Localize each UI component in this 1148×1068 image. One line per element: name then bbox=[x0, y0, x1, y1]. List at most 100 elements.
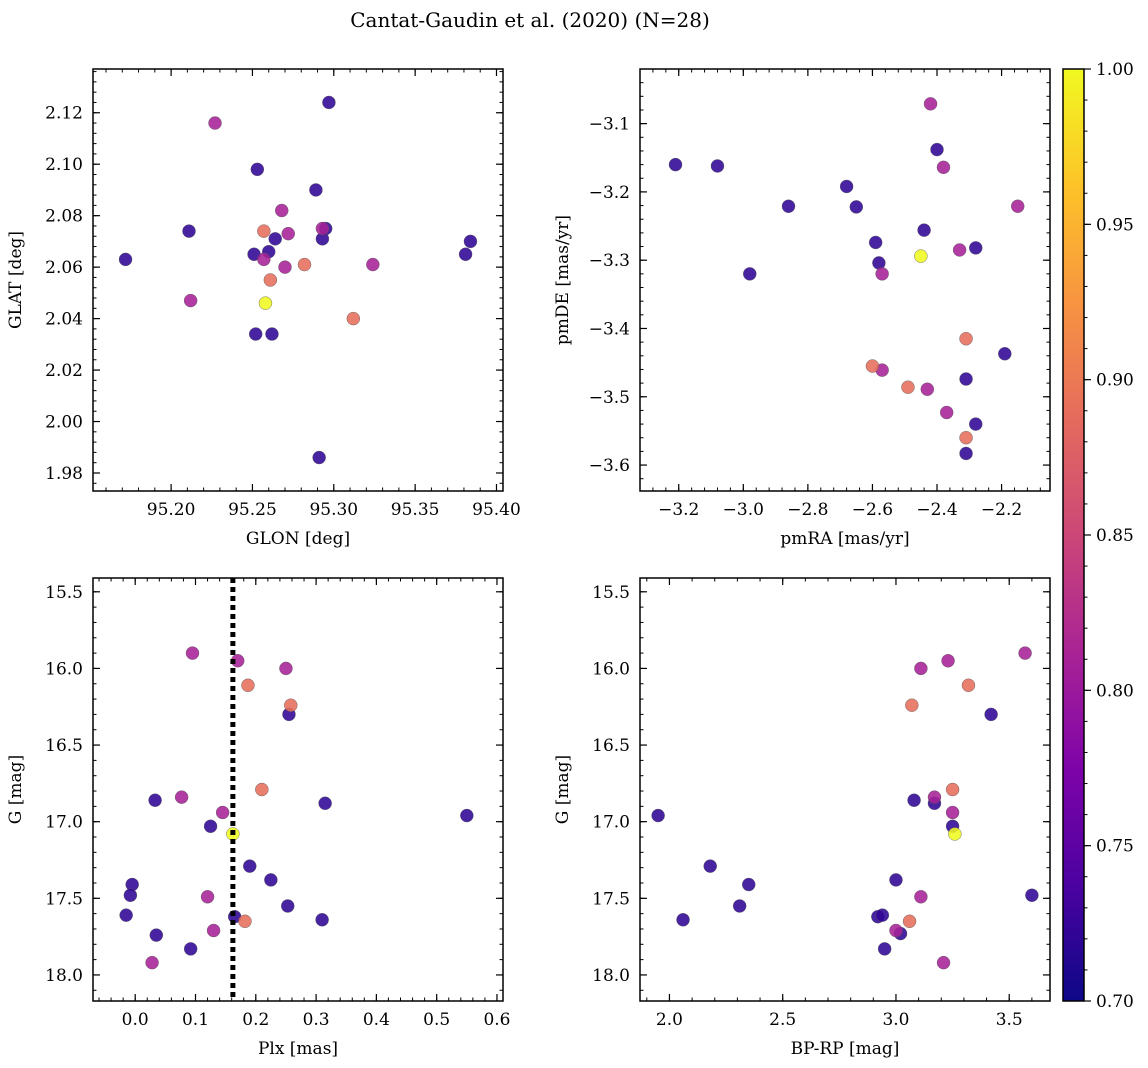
data-point bbox=[243, 859, 257, 873]
y-tick-label: 2.04 bbox=[45, 310, 83, 330]
data-point bbox=[281, 226, 295, 241]
data-point bbox=[200, 890, 215, 904]
data-point bbox=[206, 923, 221, 938]
x-axis-label: BP-RP [mag] bbox=[791, 1039, 900, 1059]
data-point bbox=[945, 805, 960, 820]
x-axis-label: GLON [deg] bbox=[246, 529, 350, 549]
x-tick-label: −2.4 bbox=[916, 500, 957, 520]
data-point bbox=[889, 873, 903, 887]
panel-plx-g: 0.0 0.1 0.2 0.3 0.4 0.5 0.6 15.5 16.0 16.5 17.0 17.… bbox=[6, 577, 510, 1059]
data-point bbox=[984, 707, 998, 722]
y-tick-label: 2.12 bbox=[45, 104, 83, 124]
y-axis-label: GLAT [deg] bbox=[6, 231, 26, 329]
data-point bbox=[183, 942, 198, 956]
data-point bbox=[215, 805, 230, 820]
data-point bbox=[952, 243, 967, 257]
data-point bbox=[284, 698, 298, 712]
data-point bbox=[278, 260, 292, 274]
x-tick-label: 0.1 bbox=[182, 1010, 209, 1030]
data-point bbox=[676, 913, 690, 927]
data-point bbox=[275, 203, 289, 218]
data-point bbox=[257, 252, 271, 267]
x-tick-label: 3.5 bbox=[996, 1010, 1023, 1030]
data-point bbox=[263, 273, 278, 287]
x-tick-label: 95.35 bbox=[391, 500, 440, 520]
colorbar-tick-label: 0.75 bbox=[1096, 837, 1134, 857]
data-point bbox=[961, 678, 976, 692]
y-axis-label: pmDE [mas/yr] bbox=[553, 215, 573, 345]
axes-frame bbox=[92, 68, 504, 492]
data-point bbox=[315, 221, 330, 236]
colorbar-tick-label: 0.90 bbox=[1096, 371, 1134, 391]
x-axis-label: Plx [mas] bbox=[258, 1039, 338, 1059]
x-tick-label: 0.5 bbox=[423, 1010, 450, 1030]
data-point bbox=[941, 654, 955, 668]
data-point bbox=[257, 224, 271, 238]
data-point bbox=[123, 888, 138, 902]
data-point bbox=[315, 913, 329, 927]
data-point bbox=[927, 790, 942, 804]
y-tick-label: −3.5 bbox=[589, 388, 630, 408]
data-point bbox=[732, 899, 747, 913]
data-point bbox=[998, 347, 1012, 361]
x-axis-label: pmRA [mas/yr] bbox=[780, 529, 909, 549]
y-tick-label: 2.00 bbox=[45, 413, 83, 433]
data-point bbox=[119, 908, 133, 922]
y-axis-label: G [mag] bbox=[6, 755, 26, 824]
data-point bbox=[914, 661, 928, 676]
data-point bbox=[183, 293, 198, 308]
data-point bbox=[917, 223, 931, 237]
data-point bbox=[182, 224, 196, 238]
colorbar-tick-label: 1.00 bbox=[1096, 60, 1134, 80]
y-tick-label: −3.4 bbox=[589, 319, 630, 339]
y-tick-label: 17.0 bbox=[592, 813, 630, 833]
y-tick-label: 16.5 bbox=[45, 736, 83, 756]
y-tick-label: −3.2 bbox=[589, 183, 630, 203]
data-point bbox=[463, 234, 478, 249]
x-tick-label: 0.4 bbox=[363, 1010, 390, 1030]
data-point bbox=[905, 698, 919, 712]
data-point bbox=[148, 793, 162, 807]
data-point bbox=[281, 899, 295, 913]
data-point bbox=[959, 431, 973, 445]
data-point bbox=[969, 417, 983, 431]
data-point bbox=[939, 405, 954, 420]
data-point bbox=[1018, 646, 1032, 660]
axes-frame bbox=[639, 68, 1051, 492]
x-tick-label: 0.2 bbox=[242, 1010, 269, 1030]
data-point bbox=[322, 95, 336, 110]
data-point bbox=[839, 179, 854, 194]
data-point bbox=[264, 873, 278, 887]
data-point bbox=[668, 157, 683, 172]
data-point bbox=[458, 247, 473, 261]
data-point bbox=[868, 235, 883, 250]
y-tick-label: 2.10 bbox=[45, 155, 83, 175]
x-tick-label: −2.6 bbox=[852, 500, 893, 520]
x-tick-label: 0.3 bbox=[303, 1010, 330, 1030]
y-tick-label: 17.0 bbox=[45, 813, 83, 833]
y-tick-label: 15.5 bbox=[592, 583, 630, 603]
axes-frame bbox=[639, 577, 1051, 1002]
data-point bbox=[959, 332, 973, 346]
y-tick-label: 2.02 bbox=[45, 361, 83, 381]
data-point bbox=[203, 819, 218, 833]
data-point bbox=[460, 808, 474, 823]
data-point bbox=[877, 942, 892, 956]
data-point bbox=[255, 782, 269, 797]
x-tick-label: −3.2 bbox=[658, 500, 699, 520]
data-point bbox=[889, 923, 903, 938]
panel-glon-glat: 95.20 95.25 95.30 95.35 95.40 1.98 2.00 2.02 2.0… bbox=[6, 68, 521, 549]
data-point bbox=[309, 183, 323, 197]
data-point bbox=[1025, 888, 1039, 902]
data-point bbox=[268, 232, 282, 246]
data-point bbox=[743, 267, 757, 281]
data-point bbox=[901, 380, 915, 394]
x-tick-label: −3.0 bbox=[723, 500, 764, 520]
data-point bbox=[907, 793, 921, 807]
data-point bbox=[902, 914, 917, 929]
y-tick-label: 17.5 bbox=[592, 889, 630, 909]
colorbar-tick-label: 0.70 bbox=[1096, 992, 1134, 1012]
data-point bbox=[312, 450, 326, 465]
y-tick-label: 1.98 bbox=[45, 464, 83, 484]
data-point bbox=[149, 928, 164, 942]
